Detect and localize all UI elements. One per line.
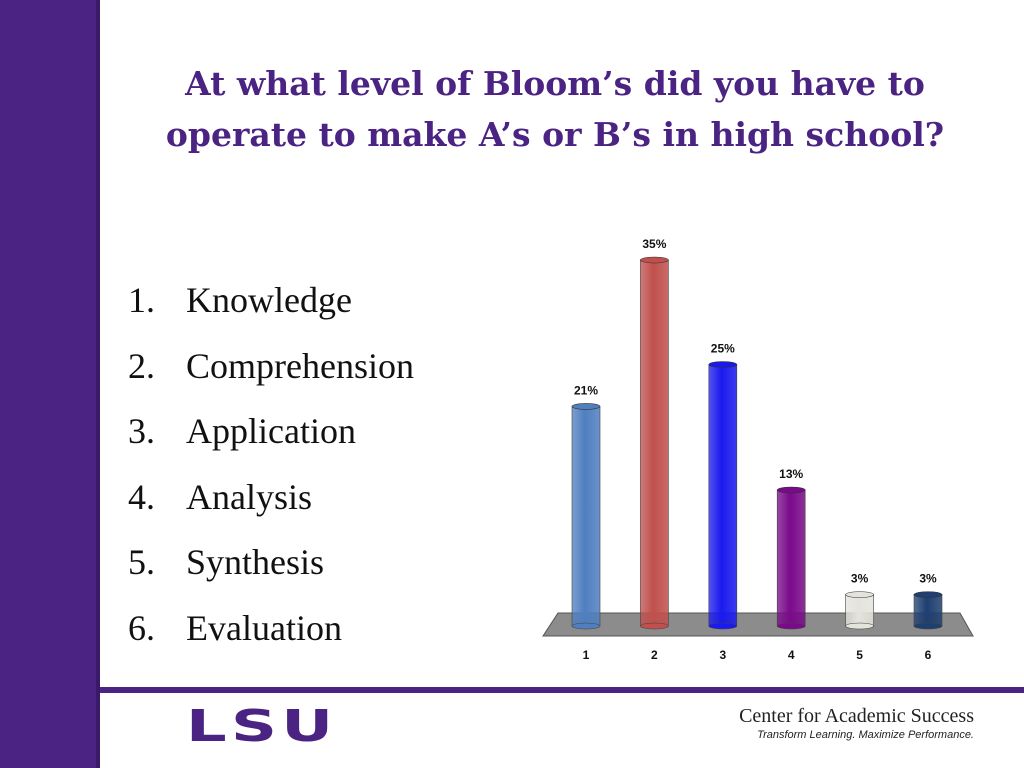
- bar-2-top: [640, 256, 669, 264]
- bar-4-top: [776, 486, 806, 494]
- bar-4: [776, 489, 806, 627]
- bar-1-top: [571, 403, 601, 410]
- slide-title-line-2: operate to make A’s or B’s in high schoo…: [165, 115, 945, 154]
- x-tick-label-5: 5: [856, 648, 863, 662]
- option-label: Synthesis: [186, 542, 325, 582]
- data-label-5: 3%: [851, 572, 869, 586]
- option-label: Application: [186, 411, 356, 451]
- answer-option: 1. Knowledge: [128, 276, 414, 342]
- data-label-6: 3%: [919, 572, 937, 586]
- answer-option: 4. Analysis: [128, 473, 414, 539]
- center-tagline: Transform Learning. Maximize Performance…: [757, 729, 974, 741]
- slide-title-line-1: At what level of Bloom’s did you have to: [185, 64, 925, 103]
- answer-option: 3. Application: [128, 407, 414, 473]
- bar-5-base: [845, 622, 874, 630]
- x-tick-label-3: 3: [719, 648, 726, 662]
- slide-title: At what level of Bloom’s did you have to…: [120, 58, 990, 160]
- answer-option: 6. Evaluation: [128, 604, 414, 670]
- footer-divider: [100, 687, 1024, 693]
- bar-6-base: [913, 622, 943, 630]
- center-brand: Center for Academic Success Transform Le…: [739, 704, 974, 741]
- bar-5-top: [845, 591, 874, 598]
- data-label-2: 35%: [642, 237, 666, 251]
- data-label-4: 13%: [779, 467, 803, 481]
- option-number: 6.: [128, 607, 155, 648]
- bar-6: [913, 594, 943, 627]
- left-accent-bar: [0, 0, 100, 768]
- option-label: Knowledge: [186, 280, 352, 320]
- option-label: Evaluation: [186, 607, 342, 648]
- center-name: Center for Academic Success: [739, 705, 974, 727]
- option-number: 1.: [128, 280, 155, 320]
- bar-chart-svg: 21% 1 35% 2 25% 3 13% 4 3% 5 3% 6: [542, 237, 974, 662]
- chart-floor: [542, 612, 974, 637]
- option-label: Analysis: [186, 476, 312, 517]
- bar-1: [571, 406, 601, 627]
- option-number: 3.: [128, 411, 155, 451]
- data-label-1: 21%: [574, 383, 598, 397]
- answer-option: 5. Synthesis: [128, 538, 414, 604]
- x-tick-label-6: 6: [925, 648, 932, 662]
- bar-3: [708, 364, 738, 627]
- answer-options-list: 1. Knowledge 2. Comprehension 3. Applicatio…: [128, 276, 414, 669]
- response-bar-chart: 21% 1 35% 2 25% 3 13% 4 3% 5 3% 6: [535, 228, 980, 668]
- left-accent-bar-edge: [96, 0, 100, 768]
- data-label-3: 25%: [711, 342, 735, 356]
- bar-2: [640, 259, 669, 627]
- option-label: Comprehension: [186, 345, 414, 386]
- bar-1-base: [571, 622, 601, 630]
- bar-2-base: [640, 622, 669, 630]
- x-tick-label-4: 4: [788, 648, 795, 662]
- bar-6-top: [913, 591, 943, 598]
- option-number: 5.: [128, 542, 155, 582]
- lsu-logo: LSU: [186, 701, 338, 752]
- bar-3-base: [708, 622, 738, 630]
- option-number: 4.: [128, 476, 155, 517]
- x-tick-label-2: 2: [651, 648, 658, 662]
- bar-3-top: [708, 361, 738, 368]
- answer-option: 2. Comprehension: [128, 342, 414, 408]
- bar-4-base: [776, 622, 806, 630]
- x-tick-label-1: 1: [583, 648, 590, 662]
- bar-5: [845, 594, 874, 627]
- option-number: 2.: [128, 345, 155, 386]
